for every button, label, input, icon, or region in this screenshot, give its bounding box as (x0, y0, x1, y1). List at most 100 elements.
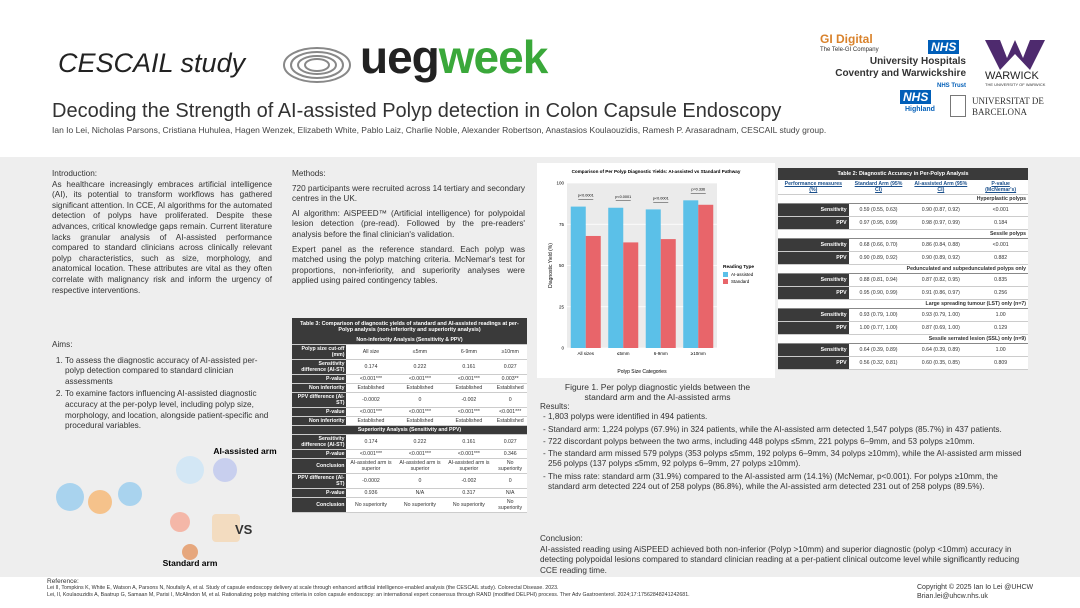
cell: <0.001*** (346, 374, 396, 384)
table: Performance measures (%) Standard Arm (95… (778, 180, 1028, 370)
cell: 0.59 (0.55, 0.63) (848, 203, 909, 217)
cell: Established (395, 383, 445, 393)
table-title: Table 3: Comparison of diagnostic yields… (292, 318, 527, 336)
annotation: p<0.0001 (578, 194, 594, 198)
table-row: Conclusion AI-assisted arm is superior AI-… (292, 458, 527, 474)
cell: 0.56 (0.32, 0.81) (848, 356, 909, 370)
annotation: p=0.336 (691, 187, 705, 191)
cell: 0.93 (0.79, 1.00) (908, 308, 974, 322)
cell: 0.87 (0.82, 0.95) (908, 273, 974, 287)
cell: No superiority (395, 497, 445, 513)
cell: 0.64 (0.39, 0.89) (848, 343, 909, 357)
table-title: Table 2: Diagnostic Accuracy in Per-Poly… (778, 168, 1028, 180)
cell: 0.256 (973, 286, 1028, 300)
cell: 0.88 (0.81, 0.94) (848, 273, 909, 287)
table-3: Table 3: Comparison of diagnostic yields… (292, 318, 527, 513)
cell: <0.001*** (346, 449, 396, 459)
row-label: Sensitivity difference (AI-ST) (292, 359, 347, 375)
results: Results:1,803 polyps were identified in … (540, 402, 1030, 494)
introduction: Introduction: As healthcare increasingly … (52, 169, 272, 296)
x-tick-label: ≤5mm (617, 351, 630, 356)
table: Non-inferiority Analysis (Sensitivity & … (292, 336, 527, 513)
uhcw-2: Coventry and Warwickshire (835, 68, 966, 79)
cell: 0.60 (0.35, 0.85) (908, 356, 974, 370)
cell: 0.936 (346, 488, 396, 498)
paragraph: Expert panel as the reference standard. … (292, 244, 525, 286)
cell: <0.001*** (395, 407, 445, 417)
row-label: P-value (292, 374, 347, 384)
cell: <0.001*** (444, 407, 494, 417)
cell: Established (493, 383, 527, 393)
header-cell: P-value (McNemar's) (973, 180, 1028, 195)
section-title: Non-inferiority Analysis (Sensitivity & … (292, 336, 527, 345)
barcelona-crest (950, 95, 966, 117)
barcelona-2: BARCELONA (972, 107, 1028, 117)
row-label: P-value (292, 488, 347, 498)
methods: Methods: 720 participants were recruited … (292, 169, 525, 291)
cell: N/A (493, 488, 527, 498)
legend-swatch (723, 272, 728, 277)
heading: Reference: (47, 578, 79, 585)
cell: -0.002 (444, 392, 494, 408)
illustration: AI-assisted arm VS Standard arm (56, 446, 277, 568)
row-label: P-value (292, 407, 347, 417)
barcelona-1: UNIVERSITAT DE (972, 96, 1044, 106)
cell: 0 (395, 473, 445, 489)
table-row: Polyp size cut-off (mm) All size ≤5mm 6-9mm… (292, 344, 527, 360)
table-row: P-value 0.936 N/A 0.317 N/A (292, 488, 527, 498)
table-row: PPV 0.56 (0.32, 0.81) 0.60 (0.35, 0.85) 0.8… (778, 356, 1028, 370)
table-row: Sensitivity 0.59 (0.55, 0.63) 0.90 (0.87, … (778, 203, 1028, 217)
paragraph: As healthcare increasingly embraces arti… (52, 179, 272, 295)
result: The miss rate: standard arm (31.9%) comp… (548, 472, 1030, 493)
table-row: Sensitivity 0.68 (0.66, 0.70) 0.86 (0.84, … (778, 238, 1028, 252)
email: Brian.lei@uhcw.nhs.uk (917, 593, 988, 600)
cell: ≤5mm (395, 344, 445, 360)
cell: 0.346 (493, 449, 527, 459)
row-label: Sensitivity (778, 273, 849, 287)
bar (570, 206, 586, 348)
table-row: Sensitivity 0.88 (0.81, 0.94) 0.87 (0.82, … (778, 273, 1028, 287)
row-label: PPV (778, 356, 849, 370)
row-label: Conclusion (292, 497, 347, 513)
cell: 6-9mm (444, 344, 494, 360)
cell: 0.95 (0.90, 0.99) (848, 286, 909, 300)
cell: <0.001*** (493, 407, 527, 417)
cell: AI-assisted arm is superior (395, 458, 445, 474)
section-row: Superiority Analysis (Sensitivity and PP… (292, 425, 527, 435)
cell: 0.97 (0.95, 0.99) (848, 216, 909, 230)
ai-arm-label: AI-assisted arm (213, 446, 277, 456)
y-tick-label: 0 (561, 346, 564, 351)
cell: -0.002 (444, 473, 494, 489)
bar (623, 242, 639, 348)
cell: 0.027 (493, 434, 527, 450)
cell: -0.0002 (346, 473, 396, 489)
cell: 0.86 (0.84, 0.88) (908, 238, 974, 252)
copyright: Copyright © 2025 Ian Io Lei @UHCW Brian.l… (917, 583, 1033, 601)
aim: To examine factors influencing AI-assist… (65, 389, 272, 431)
table-row: PPV 0.97 (0.95, 0.99) 0.98 (0.97, 0.99) 0.1… (778, 216, 1028, 230)
legend-title: Reading Type (723, 264, 754, 270)
paragraph: 720 participants were recruited across 1… (292, 183, 526, 204)
aims: Aims: To assess the diagnostic accuracy o… (52, 340, 272, 434)
heading: Methods: (292, 169, 326, 178)
section-row: Pedunculated and subpedunculated polyps … (778, 264, 1028, 274)
reference: Lei, II, Koulaouzidis A, Baatrup G, Sama… (47, 592, 690, 598)
section-row: Sessile polyps (778, 229, 1028, 239)
cell: 1.00 (973, 308, 1028, 322)
legend-label: AI-assisted (731, 272, 754, 277)
cell: 0.129 (973, 321, 1028, 335)
nhs-logo: NHS (928, 40, 960, 54)
table-row: Sensitivity 0.93 (0.79, 1.00) 0.93 (0.79, … (778, 308, 1028, 322)
cell: 0.64 (0.39, 0.89) (908, 343, 974, 357)
cell: 0.882 (973, 251, 1028, 265)
cell: 0.222 (395, 359, 445, 375)
cell: 0.222 (395, 434, 445, 450)
table-row: PPV 0.90 (0.89, 0.92) 0.90 (0.89, 0.92) 0.8… (778, 251, 1028, 265)
table-row: Non inferiority Established Established Est… (292, 383, 527, 393)
legend-swatch (723, 279, 728, 284)
section-row: Hyperplastic polyps (778, 194, 1028, 204)
cell: 0.809 (973, 356, 1028, 370)
cell: ≥10mm (493, 344, 527, 360)
section-title: Sessile serrated lesion (SSL) only (n=9) (778, 334, 1028, 344)
